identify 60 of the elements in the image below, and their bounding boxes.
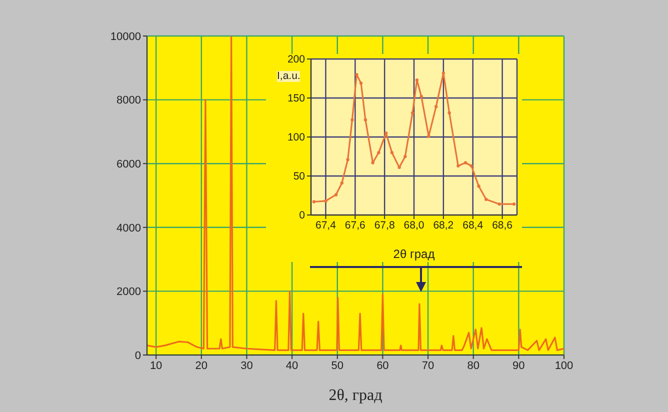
point bbox=[364, 118, 368, 122]
point bbox=[415, 78, 419, 82]
x-tick-label: 68,6 bbox=[492, 219, 513, 232]
x-tick-label: 60 bbox=[376, 360, 389, 372]
point bbox=[448, 111, 451, 114]
y-tick-label: 200 bbox=[287, 54, 306, 66]
x-tick-label: 68,2 bbox=[433, 219, 454, 232]
point bbox=[324, 199, 328, 203]
point bbox=[420, 94, 423, 98]
point bbox=[384, 132, 388, 135]
point bbox=[340, 181, 344, 185]
y-tick-label: 0 bbox=[299, 210, 306, 222]
x-tick-label: 67,4 bbox=[315, 219, 336, 232]
point bbox=[456, 164, 460, 168]
x-axis-title: 2θ град bbox=[393, 247, 435, 261]
x-tick-label: 90 bbox=[512, 360, 525, 372]
point bbox=[359, 82, 363, 85]
point bbox=[346, 158, 350, 162]
line-series bbox=[147, 36, 564, 352]
point bbox=[390, 151, 394, 154]
point bbox=[404, 154, 407, 158]
point bbox=[334, 193, 338, 196]
x-tick-label: 68,4 bbox=[462, 219, 484, 232]
point bbox=[371, 161, 374, 164]
y-tick-label: 50 bbox=[293, 170, 306, 183]
y-tick-label: 0 bbox=[134, 350, 141, 362]
x-tick-label: 50 bbox=[331, 360, 344, 372]
x-tick-label: 10 bbox=[150, 360, 162, 372]
point bbox=[484, 198, 488, 201]
point bbox=[464, 161, 468, 164]
y-tick-label: 8000 bbox=[116, 94, 141, 107]
y-tick-label: 2000 bbox=[116, 286, 141, 298]
point bbox=[434, 104, 438, 108]
x-tick-label: 20 bbox=[195, 360, 208, 372]
x-tick-label: 30 bbox=[240, 360, 253, 372]
x-tick-label: 68,0 bbox=[404, 219, 424, 232]
point bbox=[427, 134, 430, 138]
x-tick-label: 70 bbox=[422, 360, 434, 372]
point bbox=[377, 151, 380, 154]
point bbox=[410, 111, 414, 114]
y-tick-label: 150 bbox=[287, 92, 306, 105]
y-axis-title: I,a.u. bbox=[277, 70, 300, 82]
x-tick-label: 67,6 bbox=[344, 219, 366, 232]
point bbox=[498, 202, 501, 206]
point bbox=[312, 200, 316, 204]
x-tick-label: 40 bbox=[286, 360, 298, 372]
point bbox=[477, 184, 480, 188]
point bbox=[350, 118, 354, 122]
y-tick-label: 6000 bbox=[116, 158, 141, 171]
x-tick-label: 80 bbox=[467, 360, 480, 372]
point bbox=[470, 164, 473, 168]
point bbox=[442, 71, 446, 75]
y-tick-label: 100 bbox=[287, 132, 306, 144]
point bbox=[512, 202, 516, 206]
x-axis-title: 2θ, град bbox=[328, 387, 382, 404]
x-tick-label: 67,8 bbox=[374, 219, 395, 232]
y-tick-label: 4000 bbox=[116, 222, 141, 234]
x-tick-label: 100 bbox=[554, 360, 574, 372]
y-tick-label: 10000 bbox=[110, 30, 141, 43]
point bbox=[355, 73, 358, 76]
